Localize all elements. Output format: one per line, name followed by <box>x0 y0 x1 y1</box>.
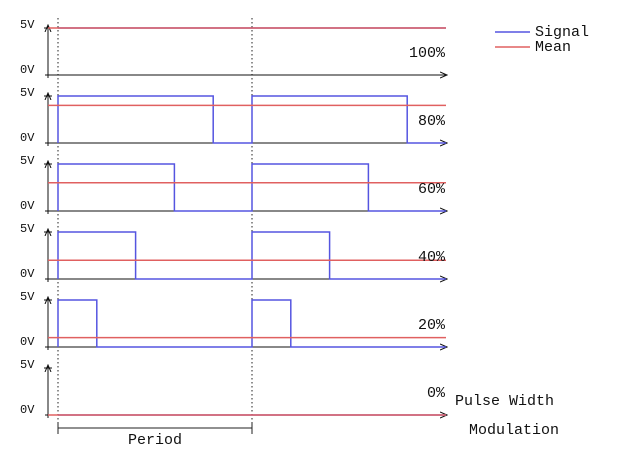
signal <box>57 95 446 144</box>
low-label: 0V <box>20 403 35 417</box>
legend-label: Mean <box>535 39 571 56</box>
duty-label: 0% <box>427 385 446 402</box>
low-label: 0V <box>20 63 35 77</box>
duty-label: 100% <box>409 45 446 62</box>
duty-label: 60% <box>418 181 446 198</box>
high-label: 5V <box>20 18 35 32</box>
caption: Pulse Width <box>455 393 554 410</box>
duty-label: 40% <box>418 249 446 266</box>
low-label: 0V <box>20 131 35 145</box>
period-bracket <box>57 422 253 434</box>
period-label: Period <box>128 432 182 449</box>
high-label: 5V <box>20 154 35 168</box>
high-label: 5V <box>20 358 35 372</box>
caption: Modulation <box>469 422 559 439</box>
high-label: 5V <box>20 222 35 236</box>
low-label: 0V <box>20 199 35 213</box>
duty-label: 80% <box>418 113 446 130</box>
duty-label: 20% <box>418 317 446 334</box>
low-label: 0V <box>20 267 35 281</box>
high-label: 5V <box>20 290 35 304</box>
low-label: 0V <box>20 335 35 349</box>
signal <box>57 163 446 212</box>
signal <box>57 231 446 280</box>
signal <box>57 299 446 348</box>
legend-label: Signal <box>535 24 589 41</box>
high-label: 5V <box>20 86 35 100</box>
